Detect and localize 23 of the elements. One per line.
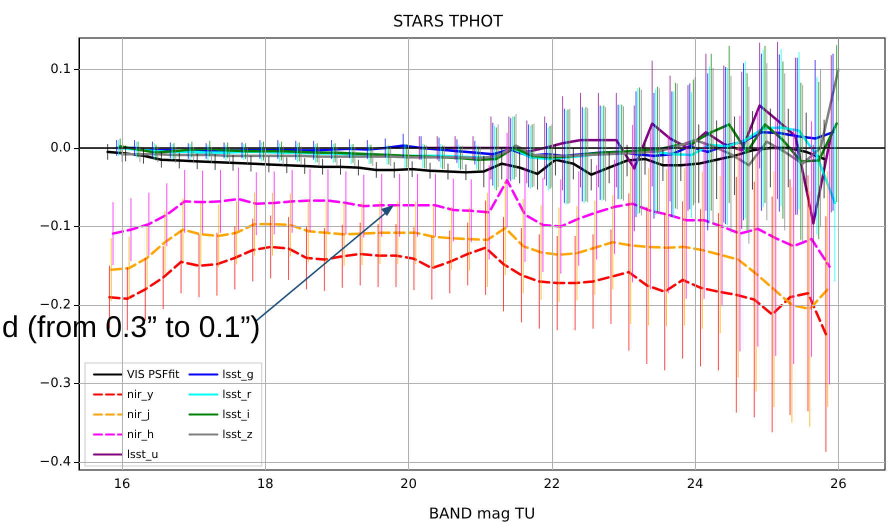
legend-label: lsst_r (222, 388, 252, 401)
y-tick-label: 0.1 (50, 62, 71, 77)
legend-label: lsst_i (222, 408, 250, 421)
x-tick-label: 22 (544, 477, 560, 492)
x-tick-label: 16 (114, 477, 130, 492)
y-tick-label: 0.0 (50, 140, 71, 156)
x-tick-label: 24 (686, 477, 704, 492)
x-tick-label: 26 (830, 477, 847, 492)
x-tick-label: 18 (257, 477, 274, 492)
legend-label: lsst_g (222, 368, 254, 381)
legend-label: nir_h (127, 428, 154, 441)
legend-label: lsst_z (222, 428, 253, 441)
legend-label: nir_j (127, 408, 150, 421)
y-tick-label: −0.3 (39, 376, 71, 392)
chart-title: STARS TPHOT (393, 12, 504, 30)
x-axis-title: BAND mag TU (428, 504, 536, 522)
x-tick-label: 20 (400, 477, 417, 492)
y-tick-label: −0.1 (39, 219, 71, 234)
y-tick-label: −0.2 (39, 298, 71, 313)
legend-label: lsst_u (127, 448, 158, 461)
y-tick-label: −0.4 (39, 454, 71, 470)
legend-label: nir_y (127, 388, 154, 401)
legend-label: VIS PSFfit (127, 368, 180, 381)
